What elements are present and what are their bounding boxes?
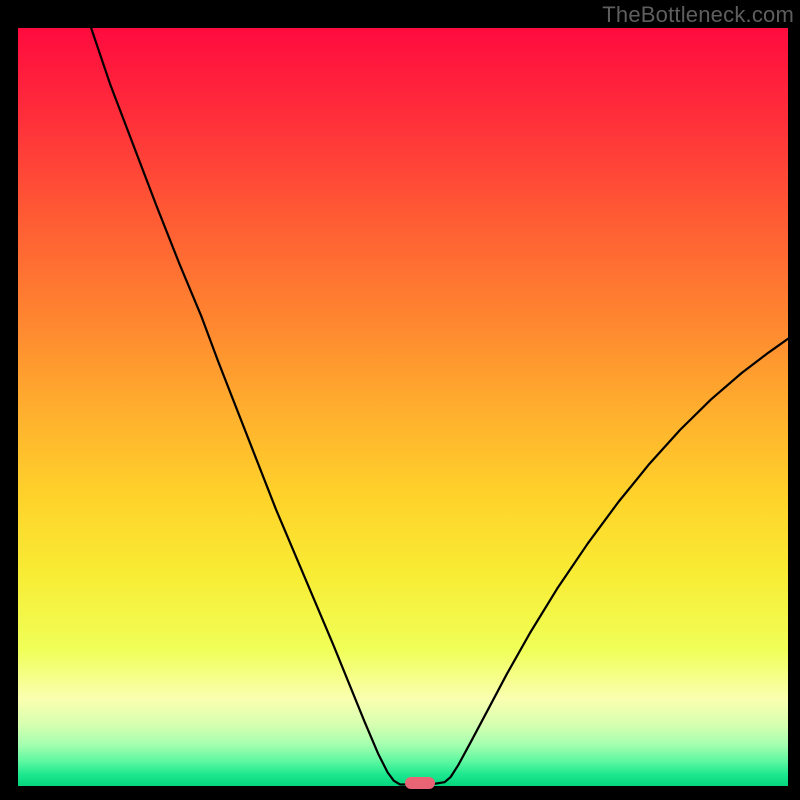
chart-plot-area <box>18 28 788 786</box>
watermark-text: TheBottleneck.com <box>602 2 794 28</box>
bottleneck-curve <box>18 28 788 786</box>
optimum-marker <box>405 777 436 789</box>
